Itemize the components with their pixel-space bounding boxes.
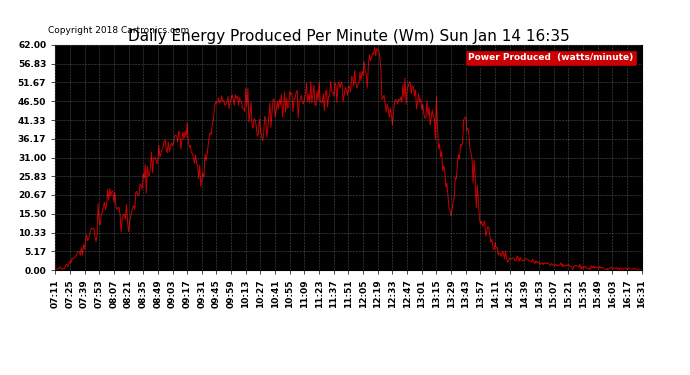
Title: Daily Energy Produced Per Minute (Wm) Sun Jan 14 16:35: Daily Energy Produced Per Minute (Wm) Su…	[128, 29, 569, 44]
Text: Copyright 2018 Cartronics.com: Copyright 2018 Cartronics.com	[48, 26, 190, 35]
Legend: Power Produced  (watts/minute): Power Produced (watts/minute)	[464, 50, 637, 66]
